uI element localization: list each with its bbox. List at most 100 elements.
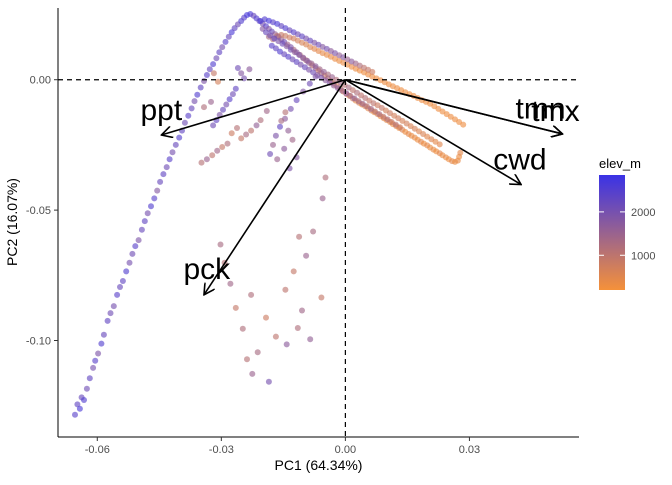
data-point xyxy=(81,397,87,403)
data-point xyxy=(272,132,279,139)
data-point xyxy=(100,331,107,338)
data-point xyxy=(248,127,255,134)
data-point xyxy=(114,291,121,298)
data-point xyxy=(246,66,253,73)
data-point xyxy=(119,278,126,284)
data-point xyxy=(272,333,279,340)
points-layer xyxy=(72,11,467,418)
data-point xyxy=(129,250,136,257)
data-point xyxy=(319,195,326,202)
data-point xyxy=(274,156,281,163)
data-point xyxy=(296,51,303,58)
data-point xyxy=(303,252,310,259)
data-point xyxy=(92,357,99,364)
data-point xyxy=(239,325,246,332)
data-point xyxy=(243,131,250,138)
data-point xyxy=(232,304,239,311)
data-point xyxy=(225,33,232,40)
data-point xyxy=(191,98,198,105)
data-point xyxy=(197,84,204,91)
data-point xyxy=(185,112,192,119)
data-point xyxy=(210,70,217,77)
data-point xyxy=(322,174,329,181)
data-point xyxy=(238,70,245,77)
y-axis-ticks: 0.00 -0.05 -0.10 xyxy=(26,75,58,348)
data-point xyxy=(216,49,223,56)
data-point xyxy=(226,96,233,103)
data-point xyxy=(141,218,148,225)
data-point xyxy=(312,63,319,70)
loading-label-tmx: tmx xyxy=(531,95,579,128)
data-point xyxy=(267,151,274,157)
data-point xyxy=(460,121,467,128)
x-axis-ticks: -0.06 -0.03 0.00 0.03 xyxy=(85,437,480,456)
loading-label-tmn: tmn xyxy=(516,92,566,125)
legend-ticks: 2000 1000 xyxy=(599,207,655,262)
data-point xyxy=(263,314,269,321)
data-point xyxy=(201,104,207,111)
loading-label-cwd: cwd xyxy=(493,144,546,177)
data-point xyxy=(282,109,289,116)
data-point xyxy=(248,291,255,298)
data-point xyxy=(172,141,179,148)
data-point xyxy=(263,29,269,36)
loading-arrow-tmx xyxy=(345,78,562,134)
data-point xyxy=(166,156,173,163)
data-point xyxy=(117,284,123,290)
data-point xyxy=(299,307,305,314)
data-point xyxy=(203,156,210,163)
data-point xyxy=(135,237,142,244)
data-point xyxy=(76,405,83,412)
data-point xyxy=(206,66,213,73)
data-point xyxy=(219,144,226,150)
data-point xyxy=(296,233,303,240)
data-point xyxy=(293,97,300,104)
data-point xyxy=(232,85,239,92)
data-point xyxy=(289,136,296,143)
data-point xyxy=(270,141,276,148)
data-point xyxy=(294,325,301,331)
legend-colorbar xyxy=(599,175,625,290)
data-point xyxy=(214,147,221,154)
data-point xyxy=(290,268,297,275)
data-point xyxy=(107,310,114,317)
data-point xyxy=(224,140,231,147)
data-point xyxy=(72,411,78,418)
data-point xyxy=(169,149,176,156)
data-point xyxy=(277,123,283,130)
data-point xyxy=(208,98,214,105)
data-point xyxy=(201,78,207,84)
data-point xyxy=(244,356,250,363)
x-tick-label: -0.03 xyxy=(209,444,234,456)
data-point xyxy=(227,280,234,287)
data-point xyxy=(188,105,195,112)
data-point xyxy=(257,117,264,124)
data-point xyxy=(285,127,292,134)
data-point xyxy=(238,135,245,142)
data-point xyxy=(265,378,272,385)
data-point xyxy=(436,141,443,148)
data-point xyxy=(160,171,167,178)
data-point xyxy=(110,303,117,310)
data-point xyxy=(90,364,97,371)
legend-tick-label: 2000 xyxy=(631,207,655,219)
x-tick-label: 0.00 xyxy=(335,444,356,456)
data-point xyxy=(98,340,105,347)
data-point xyxy=(307,336,314,343)
data-point xyxy=(229,91,236,98)
data-point xyxy=(194,91,201,98)
data-point xyxy=(86,375,93,382)
data-point xyxy=(306,80,313,87)
data-point xyxy=(281,145,288,152)
data-point xyxy=(249,370,256,377)
x-axis-title: PC1 (64.34%) xyxy=(275,457,363,473)
data-point xyxy=(104,317,111,324)
data-point xyxy=(457,149,464,156)
data-point xyxy=(210,61,217,68)
data-point xyxy=(310,228,317,235)
data-point xyxy=(272,45,279,52)
loading-arrow-cwd xyxy=(344,79,521,185)
data-point xyxy=(228,29,235,36)
data-point xyxy=(198,159,205,166)
